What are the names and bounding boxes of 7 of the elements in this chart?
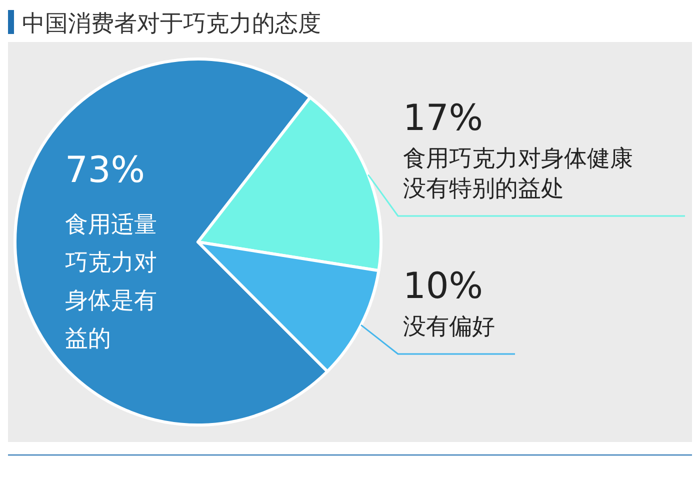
data-label: 17%	[403, 98, 484, 139]
data-label: 73%	[65, 150, 146, 191]
slice-label: 食用适量巧克力对身体是有益的	[65, 212, 157, 352]
chart-title: 中国消费者对于巧克力的态度	[22, 11, 321, 37]
data-label: 10%	[403, 266, 484, 307]
slice-label: 食用巧克力对身体健康没有特别的益处	[403, 146, 633, 202]
slice-label: 没有偏好	[403, 314, 495, 340]
